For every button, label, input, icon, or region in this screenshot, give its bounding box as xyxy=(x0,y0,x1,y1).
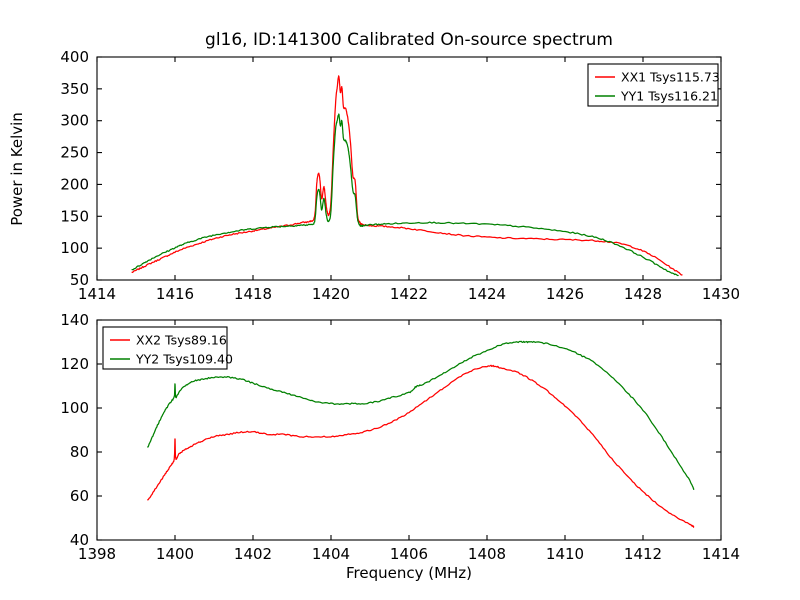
y-tick-label: 250 xyxy=(60,144,89,162)
legend-label-2: YY1 Tsys116.21 xyxy=(620,89,718,104)
bottom-spectrum-panel: 1398 1400 1402 1404 1406 1408 1410 1412 1414 40 60… xyxy=(60,311,740,563)
y-tick-label: 80 xyxy=(70,443,89,461)
y-tick-label: 40 xyxy=(70,531,89,549)
y-tick-label: 120 xyxy=(60,355,89,373)
legend: XX2 Tsys89.16 YY2 Tsys109.40 xyxy=(102,326,233,370)
x-tick-label: 1422 xyxy=(390,285,428,303)
y-tick-label: 350 xyxy=(60,80,89,98)
x-tick-label: 1404 xyxy=(312,545,350,563)
legend-frame xyxy=(587,63,719,107)
x-tick-label: 1406 xyxy=(390,545,428,563)
legend-label-2: YY2 Tsys109.40 xyxy=(135,352,233,367)
y-tick-label: 200 xyxy=(60,175,89,193)
y-tick-label: 150 xyxy=(60,207,89,225)
legend-label-1: XX1 Tsys115.73 xyxy=(621,70,720,85)
x-tick-label: 1398 xyxy=(78,545,116,563)
y-tick-label: 100 xyxy=(60,239,89,257)
top-spectrum-panel: 1414 1416 1418 1420 1422 1424 1426 1428 1430 50 10… xyxy=(60,48,740,303)
series-line-2 xyxy=(131,113,679,277)
page-title: gl16, ID:141300 Calibrated On-source spe… xyxy=(205,30,613,50)
bottom-panel-x-axis-label: Frequency (MHz) xyxy=(346,564,472,582)
x-tick-label: 1400 xyxy=(156,545,194,563)
data-layer xyxy=(131,75,683,277)
x-tick-label: 1408 xyxy=(468,545,506,563)
series-line-1 xyxy=(147,364,695,528)
legend-label-1: XX2 Tsys89.16 xyxy=(136,333,227,348)
y-tick-label: 140 xyxy=(60,311,89,329)
x-tick-label: 1426 xyxy=(546,285,584,303)
x-tick-label: 1420 xyxy=(312,285,350,303)
legend-frame xyxy=(102,326,228,370)
x-tick-label: 1402 xyxy=(234,545,272,563)
series-line-1 xyxy=(131,75,683,276)
legend: XX1 Tsys115.73 YY1 Tsys116.21 xyxy=(587,63,720,107)
data-layer xyxy=(147,340,695,528)
x-tick-label: 1410 xyxy=(546,545,584,563)
x-tick-label: 1412 xyxy=(624,545,662,563)
y-tick-label: 60 xyxy=(70,487,89,505)
x-tick-label: 1428 xyxy=(624,285,662,303)
x-tick-label: 1416 xyxy=(156,285,194,303)
y-tick-label: 300 xyxy=(60,112,89,130)
x-tick-label: 1424 xyxy=(468,285,506,303)
x-tick-label: 1414 xyxy=(702,545,740,563)
x-tick-label: 1418 xyxy=(234,285,272,303)
y-tick-label: 400 xyxy=(60,48,89,66)
top-panel-y-axis-label: Power in Kelvin xyxy=(8,112,26,226)
y-tick-label: 100 xyxy=(60,399,89,417)
y-tick-label: 50 xyxy=(70,271,89,289)
x-tick-label: 1414 xyxy=(78,285,116,303)
x-tick-label: 1430 xyxy=(702,285,740,303)
series-line-2 xyxy=(147,340,695,491)
